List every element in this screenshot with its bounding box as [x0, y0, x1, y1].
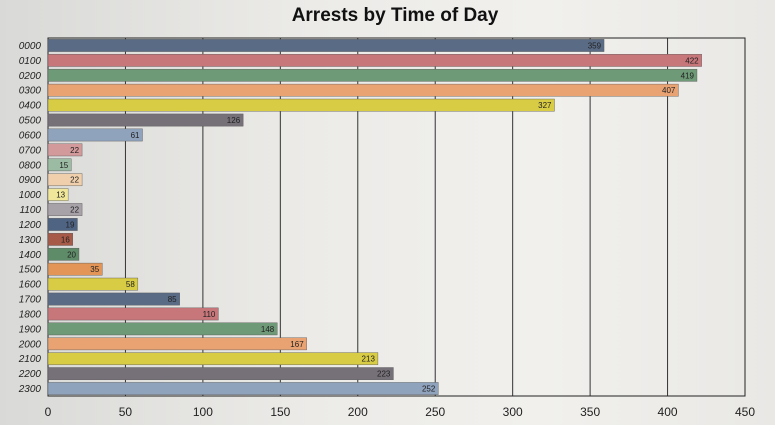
- data-label-0500: 126: [227, 116, 241, 125]
- category-label-2100: 2100: [18, 354, 42, 365]
- bar-1500: [47, 262, 103, 276]
- category-label-1100: 1100: [19, 205, 41, 216]
- bar-1600: [47, 277, 139, 291]
- bar-1400: [47, 247, 80, 261]
- data-label-0600: 61: [131, 131, 140, 140]
- data-label-1300: 16: [61, 235, 70, 244]
- data-label-0900: 22: [70, 176, 79, 185]
- bar-1300: [47, 233, 73, 246]
- bar-1800: [47, 307, 219, 321]
- x-tick-label: 100: [193, 405, 213, 419]
- category-label-1800: 1800: [19, 309, 42, 320]
- bar-2200: [47, 367, 394, 380]
- category-label-1300: 1300: [19, 235, 42, 246]
- data-label-2200: 223: [377, 370, 391, 379]
- data-label-2100: 213: [362, 355, 376, 364]
- bar-1900: [47, 322, 278, 336]
- category-label-0300: 0300: [19, 86, 42, 97]
- data-label-0300: 407: [662, 86, 676, 95]
- data-label-0200: 419: [681, 71, 695, 80]
- bar-1200: [47, 218, 78, 231]
- category-label-2000: 2000: [18, 339, 42, 350]
- x-tick-labels: 0 50 100 150 200 250 300 350 400 450: [45, 405, 756, 419]
- data-label-0100: 422: [685, 56, 699, 65]
- category-label-0500: 0500: [19, 116, 42, 127]
- data-label-2000: 167: [290, 340, 304, 349]
- data-label-1500: 35: [90, 265, 99, 274]
- category-label-0800: 0800: [19, 160, 42, 171]
- data-label-1200: 19: [66, 220, 75, 229]
- data-label-1800: 110: [203, 310, 216, 319]
- bar-0800: [47, 158, 72, 172]
- data-label-1600: 58: [126, 280, 135, 289]
- x-tick-label: 50: [119, 405, 133, 419]
- bar-2300: [47, 382, 439, 395]
- bar-0500: [47, 113, 244, 127]
- x-tick-label: 350: [580, 405, 600, 419]
- category-label-1900: 1900: [19, 324, 42, 335]
- category-label-0400: 0400: [19, 101, 42, 112]
- bar-0600: [47, 128, 143, 142]
- bar-2100: [47, 352, 379, 366]
- data-label-1000: 13: [56, 191, 65, 200]
- data-label-0400: 327: [538, 101, 552, 110]
- category-label-1000: 1000: [19, 190, 42, 201]
- bar-0400: [47, 98, 555, 112]
- bar-2000: [47, 337, 307, 351]
- bar-0300: [47, 83, 679, 97]
- x-tick-label: 300: [503, 405, 523, 419]
- category-label-2300: 2300: [18, 384, 42, 395]
- category-label-1400: 1400: [19, 250, 42, 261]
- data-label-0800: 15: [59, 161, 68, 170]
- plot-frame: [47, 37, 746, 397]
- category-label-0900: 0900: [19, 175, 42, 186]
- x-tick-label: 0: [45, 405, 52, 419]
- category-label-0000: 0000: [19, 41, 42, 52]
- grid-lines: [124, 38, 669, 396]
- data-label-1100: 22: [70, 206, 79, 215]
- x-tick-label: 150: [270, 405, 290, 419]
- data-label-0700: 22: [70, 146, 79, 155]
- category-label-1700: 1700: [19, 295, 42, 306]
- bar-0700: [47, 143, 83, 157]
- x-tick-label: 200: [348, 405, 368, 419]
- bar-1700: [47, 292, 180, 306]
- x-tick-label: 250: [425, 405, 445, 419]
- chart-title: Arrests by Time of Day: [291, 5, 499, 26]
- category-label-1200: 1200: [19, 220, 42, 231]
- data-label-1400: 20: [67, 250, 76, 259]
- bar-1100: [47, 203, 83, 216]
- category-labels: 0000 0100 0200 0300 0400 0500 0600 0700 0800 0900…: [18, 41, 42, 395]
- category-label-0100: 0100: [19, 56, 42, 67]
- data-label-1900: 148: [261, 325, 275, 334]
- category-label-1500: 1500: [19, 265, 42, 276]
- bar-1000: [47, 188, 69, 201]
- category-label-0600: 0600: [19, 130, 42, 141]
- data-label-0000: 359: [588, 41, 602, 50]
- x-tick-label: 400: [658, 405, 678, 419]
- bar-0900: [47, 173, 83, 187]
- data-label-1700: 85: [168, 295, 177, 304]
- bar-0000: [47, 39, 605, 52]
- category-label-0700: 0700: [19, 145, 42, 156]
- data-label-2300: 252: [422, 385, 436, 394]
- bar-0200: [47, 68, 698, 82]
- x-tick-label: 450: [735, 405, 755, 419]
- category-label-2200: 2200: [18, 369, 42, 380]
- category-label-0200: 0200: [19, 71, 42, 82]
- bar-0100: [47, 54, 702, 67]
- bars: 3594224194073271266122152213221916203558…: [47, 39, 702, 395]
- category-label-1600: 1600: [19, 280, 42, 291]
